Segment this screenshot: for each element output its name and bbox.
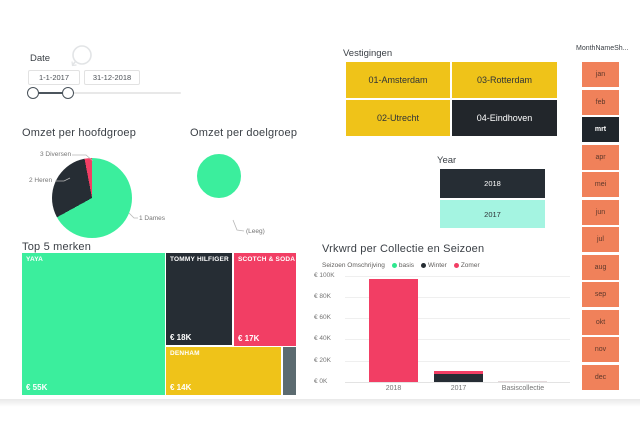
treemap-block-value: € 55K <box>26 383 48 392</box>
hoofdgroep-chart-title: Omzet per hoofdgroep <box>22 127 137 139</box>
treemap-block-tommy-hilfiger[interactable]: TOMMY HILFIGER € 18K <box>166 253 232 345</box>
pie-label-heren: 2 Heren <box>29 177 53 184</box>
pie-label-dames: 1 Dames <box>139 215 166 222</box>
treemap-block-value: € 14K <box>170 383 192 392</box>
treemap-block-value: € 17K <box>238 334 260 343</box>
treemap-block-value: € 18K <box>170 333 192 342</box>
gridline <box>345 276 570 277</box>
year-slicer-title: Year <box>437 155 457 166</box>
vestiging-button-amsterdam[interactable]: 01-Amsterdam <box>346 62 450 98</box>
month-button-okt[interactable]: okt <box>582 309 619 335</box>
bar-segment-winter-2017[interactable] <box>434 373 483 382</box>
year-button-2018[interactable]: 2018 <box>440 169 545 198</box>
y-tick-40k: € 40K <box>314 335 331 342</box>
treemap-block-other[interactable] <box>283 347 296 395</box>
month-button-jul[interactable]: jul <box>582 227 619 252</box>
bar-segment-zomer-2017[interactable] <box>434 371 483 374</box>
x-label-2017: 2017 <box>450 385 467 392</box>
doelgroep-chart-title: Omzet per doelgroep <box>190 127 298 139</box>
vestiging-button-eindhoven[interactable]: 04-Eindhoven <box>452 100 557 136</box>
x-label-2018: 2018 <box>385 385 402 392</box>
pie-label-diversen: 3 Diversen <box>40 151 72 158</box>
treemap-block-name: TOMMY HILFIGER <box>170 256 229 263</box>
date-slider-track[interactable] <box>33 92 181 94</box>
legend-dot-zomer <box>453 263 459 268</box>
treemap-block-name: DENHAM <box>170 350 200 357</box>
month-button-sep[interactable]: sep <box>582 282 619 307</box>
legend-label: Zomer <box>460 262 480 269</box>
month-button-jun[interactable]: jun <box>582 199 619 225</box>
month-button-jan[interactable]: jan <box>582 62 619 87</box>
month-button-nov[interactable]: nov <box>582 337 619 362</box>
month-button-feb[interactable]: feb <box>582 89 619 115</box>
barchart-legend: Seizoen Omschrijving basis Winter Zomer <box>322 262 480 269</box>
legend-item-zomer[interactable]: Zomer <box>453 262 480 269</box>
top5-merken-treemap: YAYA € 55K TOMMY HILFIGER € 18K SCOTCH &… <box>22 253 296 395</box>
date-end-input[interactable]: 31-12-2018 <box>84 70 140 85</box>
y-tick-100k: € 100K <box>314 272 335 279</box>
bar-2018[interactable] <box>369 279 418 382</box>
bar-basiscollectie[interactable] <box>498 380 547 382</box>
bar-segment-zomer-2018[interactable] <box>369 279 418 382</box>
month-button-mei[interactable]: mei <box>582 172 619 197</box>
legend-dot-basis <box>391 263 397 268</box>
treemap-block-scotch-soda[interactable]: SCOTCH & SODA € 17K <box>234 253 296 346</box>
y-tick-80k: € 80K <box>314 293 331 300</box>
vestiging-button-rotterdam[interactable]: 03-Rotterdam <box>452 62 557 98</box>
date-start-input[interactable]: 1-1-2017 <box>28 70 80 85</box>
y-tick-20k: € 20K <box>314 357 331 364</box>
date-slider-fill <box>33 92 68 94</box>
month-button-apr[interactable]: apr <box>582 144 619 170</box>
treemap-block-denham[interactable]: DENHAM € 14K <box>166 347 281 395</box>
month-button-aug[interactable]: aug <box>582 254 619 280</box>
x-axis-line <box>345 382 570 383</box>
legend-dot-winter <box>421 263 427 268</box>
date-slider-handle-start[interactable] <box>27 87 39 99</box>
month-button-dec[interactable]: dec <box>582 364 619 390</box>
bar-2017[interactable] <box>434 371 483 382</box>
y-tick-0k: € 0K <box>314 378 328 385</box>
x-label-basiscollectie: Basiscollectie <box>501 385 545 392</box>
legend-label: basis <box>398 262 415 269</box>
vestigingen-title: Vestigingen <box>343 48 393 59</box>
treemap-block-yaya[interactable]: YAYA € 55K <box>22 253 165 395</box>
hoofdgroep-pie[interactable] <box>52 158 132 238</box>
vestiging-button-utrecht[interactable]: 02-Utrecht <box>346 100 450 136</box>
legend-item-winter[interactable]: Winter <box>421 262 447 269</box>
y-tick-60k: € 60K <box>314 314 331 321</box>
treemap-title: Top 5 merken <box>22 241 92 253</box>
treemap-block-name: SCOTCH & SODA <box>238 256 296 263</box>
doelgroep-donut[interactable] <box>197 154 241 198</box>
reset-filter-icon[interactable] <box>69 42 95 68</box>
month-button-mrt[interactable]: mrt <box>582 117 619 142</box>
legend-label: Winter <box>428 262 447 269</box>
date-slicer-title: Date <box>30 53 51 64</box>
month-slicer-header: MonthNameSh... <box>576 45 629 52</box>
year-button-2017[interactable]: 2017 <box>440 200 545 228</box>
treemap-block-name: YAYA <box>26 256 44 263</box>
bar-segment-basis-basiscollectie[interactable] <box>498 380 547 382</box>
donut-label-leeg: (Leeg) <box>246 228 265 235</box>
gridline <box>345 339 570 340</box>
barchart-title: Vrkwrd per Collectie en Seizoen <box>322 243 485 255</box>
gridline <box>345 361 570 362</box>
legend-title: Seizoen Omschrijving <box>322 262 385 269</box>
canvas-bottom-shadow <box>0 399 640 407</box>
date-slider-handle-end[interactable] <box>62 87 74 99</box>
gridline <box>345 297 570 298</box>
legend-item-basis[interactable]: basis <box>391 262 415 269</box>
gridline <box>345 318 570 319</box>
